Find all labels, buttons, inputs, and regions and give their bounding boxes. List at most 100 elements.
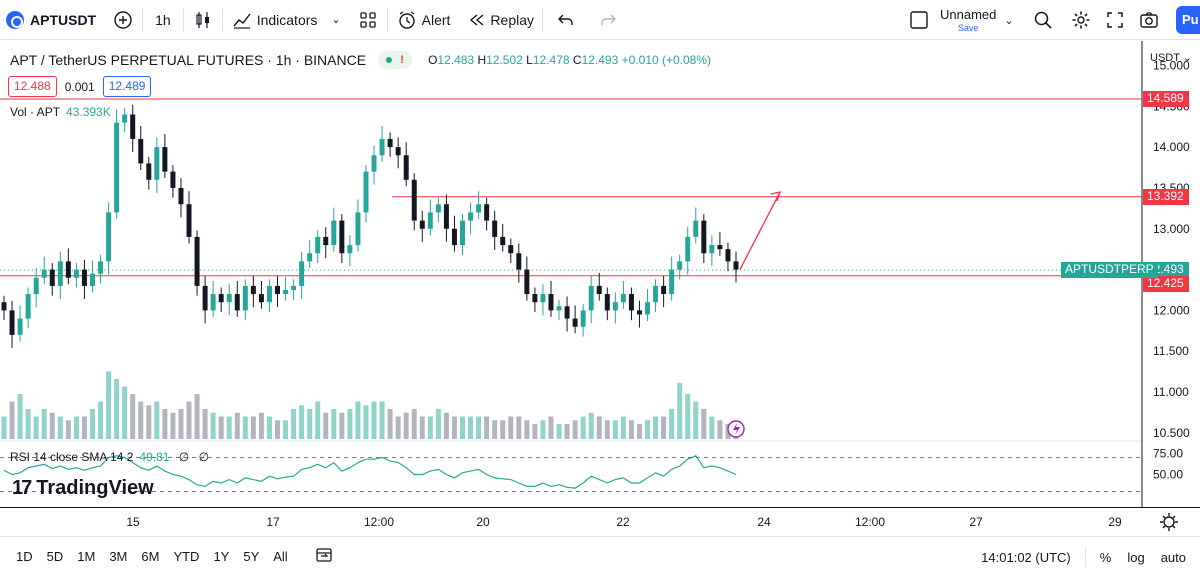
- volume-value: 43.393K: [66, 105, 111, 119]
- volume-bar: [1, 416, 7, 439]
- date-ranges: 1D 5D 1M 3M 6M YTD 1Y 5Y All: [0, 549, 295, 564]
- volume-bar: [612, 420, 618, 439]
- chevron-down-icon[interactable]: ⌄: [1004, 14, 1014, 27]
- volume-bars: [1, 371, 739, 439]
- undo-button[interactable]: [543, 0, 589, 40]
- gear-icon: [1070, 9, 1092, 31]
- range-button-1y[interactable]: 1Y: [213, 549, 230, 564]
- volume-bar: [186, 401, 192, 439]
- chart-area[interactable]: 15.00014.50014.00013.50013.00012.50012.0…: [0, 41, 1200, 531]
- sell-button[interactable]: 12.488: [8, 76, 57, 97]
- volume-bar: [218, 416, 224, 439]
- candle-body: [709, 245, 715, 254]
- divider: [221, 7, 223, 32]
- candle-body: [315, 236, 321, 254]
- clock-time[interactable]: 14:01:02 (UTC): [981, 549, 1071, 565]
- volume-bar: [564, 424, 570, 439]
- volume-bar: [283, 420, 289, 439]
- chevron-down-icon[interactable]: ⌄: [331, 14, 341, 26]
- calendar-range-icon: [315, 546, 333, 567]
- volume-bar: [323, 412, 329, 439]
- volume-bar: [41, 409, 47, 439]
- volume-bar: [669, 409, 675, 439]
- volume-bar: [379, 401, 385, 439]
- volume-bar: [25, 409, 31, 439]
- percent-toggle[interactable]: %: [1099, 549, 1112, 565]
- price-tick-label: 15.000: [1153, 58, 1190, 72]
- candle-body: [468, 212, 474, 221]
- time-tick-label: 12:00: [855, 515, 885, 529]
- tradingview-mark-icon: 17: [12, 477, 32, 499]
- goto-date-button[interactable]: [315, 546, 333, 567]
- snapshot-button[interactable]: [1132, 0, 1166, 40]
- candle-body: [331, 220, 337, 246]
- volume-bar: [451, 416, 457, 439]
- volume-bar: [460, 416, 465, 439]
- volume-bar: [387, 409, 393, 439]
- candle-body: [636, 310, 642, 315]
- level-top-badge: 14.589: [1143, 91, 1189, 108]
- redo-icon: [597, 9, 619, 31]
- candle-body: [524, 269, 530, 295]
- candle-body: [1, 302, 7, 311]
- market-status-pill[interactable]: !: [378, 51, 413, 69]
- fullscreen-button[interactable]: [1098, 0, 1132, 40]
- range-button-5d[interactable]: 5D: [46, 549, 64, 564]
- range-button-1d[interactable]: 1D: [16, 549, 33, 564]
- indicators-button[interactable]: Indicators ⌄: [223, 0, 349, 40]
- range-button-1m[interactable]: 1M: [77, 549, 96, 564]
- rsi-tick-label: 75.00: [1153, 446, 1183, 460]
- volume-legend: Vol · APT 43.393K: [10, 105, 111, 119]
- volume-bar: [250, 416, 256, 439]
- candle-body: [580, 310, 586, 327]
- volume-bar: [355, 401, 361, 439]
- volume-bar: [122, 386, 128, 439]
- candle-body: [395, 147, 401, 156]
- search-button[interactable]: [1022, 0, 1064, 40]
- compare-button[interactable]: [104, 0, 142, 40]
- candle-body: [266, 285, 272, 303]
- candle-body: [250, 285, 256, 295]
- candle-body: [146, 163, 152, 180]
- volume-bar: [628, 420, 634, 439]
- symbol-search[interactable]: APTUSDT: [0, 0, 104, 40]
- range-button-ytd[interactable]: YTD: [173, 549, 200, 564]
- alert-button[interactable]: Alert: [388, 0, 459, 40]
- auto-toggle[interactable]: auto: [1160, 549, 1186, 565]
- range-button-6m[interactable]: 6M: [141, 549, 160, 564]
- spread-value: 0.001: [64, 79, 95, 94]
- layouts-button[interactable]: [349, 0, 387, 40]
- range-button-5y[interactable]: 5Y: [243, 549, 260, 564]
- candle-body: [65, 261, 71, 278]
- volume-bar: [65, 420, 71, 439]
- candle-body: [307, 253, 313, 262]
- interval-button[interactable]: 1h: [155, 11, 171, 28]
- range-button-3m[interactable]: 3M: [109, 549, 128, 564]
- symbol-name: APTUSDT: [30, 11, 97, 28]
- volume-bar: [516, 416, 522, 439]
- candle-body: [371, 155, 377, 172]
- log-toggle[interactable]: log: [1127, 549, 1145, 565]
- redo-button[interactable]: [589, 0, 627, 40]
- settings-button[interactable]: [1064, 0, 1098, 40]
- tradingview-logo[interactable]: 17 TradingView: [12, 477, 154, 500]
- layout-selector[interactable]: Unnamed Save ⌄: [900, 0, 1022, 40]
- candle-body: [628, 294, 634, 311]
- divider: [542, 7, 544, 32]
- chart-type-button[interactable]: [184, 0, 222, 40]
- candle-body: [532, 294, 538, 303]
- chart-canvas[interactable]: 15.00014.50014.00013.50013.00012.50012.0…: [0, 41, 1200, 536]
- price-tick-label: 13.000: [1153, 222, 1190, 236]
- rsi-pane: [0, 455, 1142, 492]
- buy-button[interactable]: 12.489: [102, 76, 152, 97]
- volume-bar: [677, 382, 683, 439]
- price-tick-label: 10.500: [1153, 426, 1190, 440]
- projection-arrow[interactable]: [727, 191, 781, 438]
- volume-bar: [363, 405, 369, 439]
- publish-button[interactable]: Pu: [1176, 6, 1200, 34]
- candle-body: [130, 114, 136, 139]
- volume-bar: [596, 416, 602, 439]
- candle-body: [347, 245, 353, 254]
- replay-button[interactable]: Replay: [458, 0, 542, 40]
- range-button-all[interactable]: All: [273, 549, 288, 564]
